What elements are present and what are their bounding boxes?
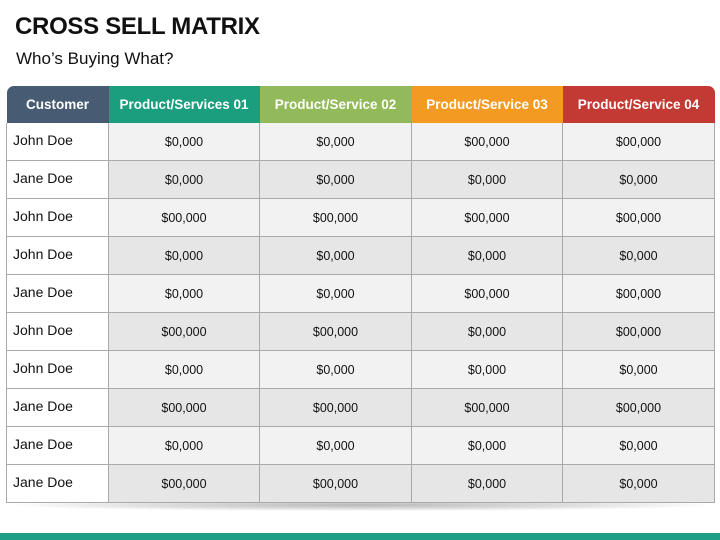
customer-name-cell: Jane Doe bbox=[6, 160, 109, 199]
product-04-value-cell: $0,000 bbox=[562, 236, 715, 275]
product-01-value-cell: $00,000 bbox=[108, 312, 260, 351]
customer-name-cell: Jane Doe bbox=[6, 464, 109, 503]
product-03-value-cell: $0,000 bbox=[411, 312, 563, 351]
header-product-01: Product/Services 01 bbox=[108, 86, 260, 123]
header-customer: Customer bbox=[6, 86, 109, 123]
table-row: John Doe $00,000 $00,000 $0,000 $00,000 bbox=[6, 312, 715, 351]
product-03-value-cell: $0,000 bbox=[411, 160, 563, 199]
customer-name-cell: John Doe bbox=[6, 236, 109, 275]
product-02-value-cell: $0,000 bbox=[259, 160, 412, 199]
product-01-value-cell: $0,000 bbox=[108, 160, 260, 199]
product-01-value-cell: $0,000 bbox=[108, 426, 260, 465]
header-product-03: Product/Service 03 bbox=[411, 86, 563, 123]
product-02-value-cell: $00,000 bbox=[259, 388, 412, 427]
customer-name-cell: Jane Doe bbox=[6, 426, 109, 465]
product-03-value-cell: $0,000 bbox=[411, 464, 563, 503]
cross-sell-table: Customer Product/Services 01 Product/Ser… bbox=[6, 86, 715, 503]
bottom-accent-band bbox=[0, 533, 720, 540]
customer-name-cell: Jane Doe bbox=[6, 274, 109, 313]
table-row: John Doe $0,000 $0,000 $0,000 $0,000 bbox=[6, 236, 715, 275]
header-product-04: Product/Service 04 bbox=[562, 86, 715, 123]
table-row: Jane Doe $00,000 $00,000 $0,000 $0,000 bbox=[6, 464, 715, 503]
product-04-value-cell: $0,000 bbox=[562, 350, 715, 389]
product-04-value-cell: $0,000 bbox=[562, 464, 715, 503]
product-04-value-cell: $00,000 bbox=[562, 274, 715, 313]
product-03-value-cell: $00,000 bbox=[411, 388, 563, 427]
product-02-value-cell: $0,000 bbox=[259, 123, 412, 161]
product-03-value-cell: $0,000 bbox=[411, 426, 563, 465]
product-04-value-cell: $00,000 bbox=[562, 312, 715, 351]
product-01-value-cell: $0,000 bbox=[108, 274, 260, 313]
product-03-value-cell: $0,000 bbox=[411, 236, 563, 275]
product-03-value-cell: $00,000 bbox=[411, 198, 563, 237]
table-row: John Doe $00,000 $00,000 $00,000 $00,000 bbox=[6, 198, 715, 237]
slide-subtitle: Who’s Buying What? bbox=[16, 49, 174, 68]
product-04-value-cell: $0,000 bbox=[562, 426, 715, 465]
product-01-value-cell: $0,000 bbox=[108, 350, 260, 389]
product-02-value-cell: $00,000 bbox=[259, 198, 412, 237]
table-row: Jane Doe $0,000 $0,000 $00,000 $00,000 bbox=[6, 274, 715, 313]
table-body: John Doe $0,000 $0,000 $00,000 $00,000 Jane D… bbox=[6, 123, 715, 503]
product-04-value-cell: $00,000 bbox=[562, 123, 715, 161]
table-row: Jane Doe $0,000 $0,000 $0,000 $0,000 bbox=[6, 160, 715, 199]
product-04-value-cell: $00,000 bbox=[562, 388, 715, 427]
product-01-value-cell: $0,000 bbox=[108, 236, 260, 275]
customer-name-cell: Jane Doe bbox=[6, 388, 109, 427]
product-02-value-cell: $0,000 bbox=[259, 236, 412, 275]
customer-name-cell: John Doe bbox=[6, 123, 109, 161]
product-02-value-cell: $00,000 bbox=[259, 464, 412, 503]
product-02-value-cell: $00,000 bbox=[259, 312, 412, 351]
customer-name-cell: John Doe bbox=[6, 350, 109, 389]
product-01-value-cell: $00,000 bbox=[108, 198, 260, 237]
product-02-value-cell: $0,000 bbox=[259, 274, 412, 313]
product-01-value-cell: $0,000 bbox=[108, 123, 260, 161]
table-row: John Doe $0,000 $0,000 $0,000 $0,000 bbox=[6, 350, 715, 389]
slide-title: CROSS SELL MATRIX bbox=[15, 13, 260, 40]
table-row: Jane Doe $00,000 $00,000 $00,000 $00,000 bbox=[6, 388, 715, 427]
header-product-02: Product/Service 02 bbox=[259, 86, 412, 123]
product-02-value-cell: $0,000 bbox=[259, 350, 412, 389]
product-01-value-cell: $00,000 bbox=[108, 388, 260, 427]
table-header-row: Customer Product/Services 01 Product/Ser… bbox=[6, 86, 715, 123]
product-04-value-cell: $0,000 bbox=[562, 160, 715, 199]
customer-name-cell: John Doe bbox=[6, 198, 109, 237]
product-03-value-cell: $00,000 bbox=[411, 123, 563, 161]
product-03-value-cell: $00,000 bbox=[411, 274, 563, 313]
table-row: Jane Doe $0,000 $0,000 $0,000 $0,000 bbox=[6, 426, 715, 465]
product-02-value-cell: $0,000 bbox=[259, 426, 412, 465]
customer-name-cell: John Doe bbox=[6, 312, 109, 351]
product-03-value-cell: $0,000 bbox=[411, 350, 563, 389]
table-row: John Doe $0,000 $0,000 $00,000 $00,000 bbox=[6, 123, 715, 161]
product-01-value-cell: $00,000 bbox=[108, 464, 260, 503]
product-04-value-cell: $00,000 bbox=[562, 198, 715, 237]
